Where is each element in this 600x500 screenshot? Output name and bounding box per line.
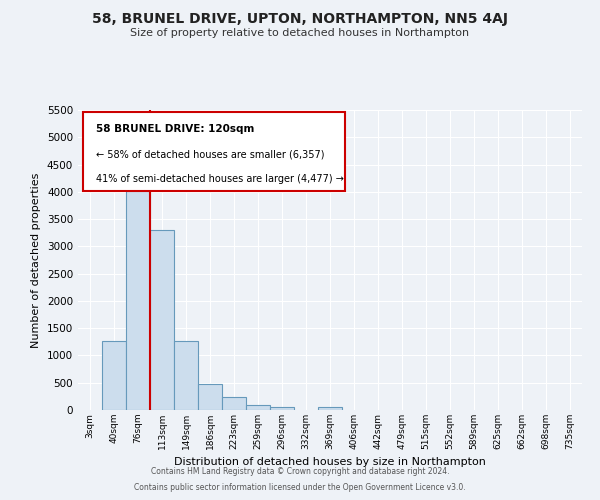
Bar [174,340,198,410]
X-axis label: Distribution of detached houses by size in Northampton: Distribution of detached houses by size … [174,458,486,468]
Text: ← 58% of detached houses are smaller (6,357): ← 58% of detached houses are smaller (6,… [95,150,324,160]
Text: Size of property relative to detached houses in Northampton: Size of property relative to detached ho… [130,28,470,38]
Bar [126,174,150,410]
Text: Contains public sector information licensed under the Open Government Licence v3: Contains public sector information licen… [134,484,466,492]
Y-axis label: Number of detached properties: Number of detached properties [31,172,41,348]
Bar [270,408,294,410]
Text: 58, BRUNEL DRIVE, UPTON, NORTHAMPTON, NN5 4AJ: 58, BRUNEL DRIVE, UPTON, NORTHAMPTON, NN… [92,12,508,26]
Bar [150,230,174,410]
Bar [246,405,270,410]
Bar [222,397,246,410]
FancyBboxPatch shape [83,112,345,191]
Bar [318,408,342,410]
Text: 58 BRUNEL DRIVE: 120sqm: 58 BRUNEL DRIVE: 120sqm [95,124,254,134]
Text: 41% of semi-detached houses are larger (4,477) →: 41% of semi-detached houses are larger (… [95,174,344,184]
Text: Contains HM Land Registry data © Crown copyright and database right 2024.: Contains HM Land Registry data © Crown c… [151,467,449,476]
Bar [198,384,222,410]
Bar [102,340,126,410]
